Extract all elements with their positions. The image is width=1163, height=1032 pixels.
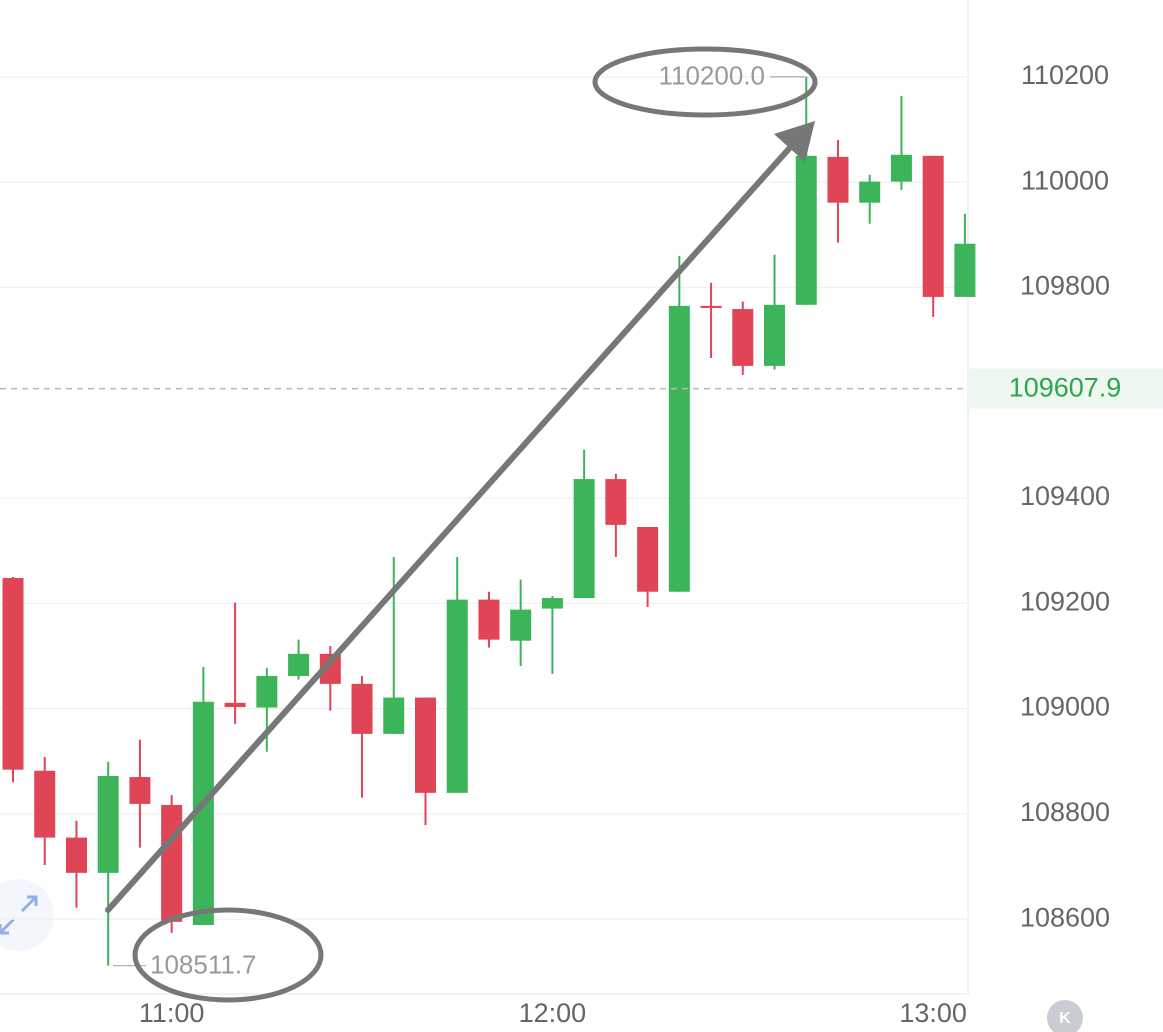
candle-body [478, 599, 500, 640]
expand-button[interactable] [0, 879, 54, 951]
candle-body [795, 155, 817, 305]
candle-body [192, 701, 214, 925]
candle-body [383, 697, 405, 734]
candle-body [700, 305, 722, 308]
candle-body [668, 305, 690, 592]
candle-body [224, 702, 246, 708]
candle-body [573, 479, 595, 599]
candle-body [922, 155, 944, 297]
x-tick-label: 12:00 [519, 998, 587, 1028]
candle-body [256, 675, 278, 708]
candle-body [541, 598, 563, 609]
y-tick-label: 109000 [1020, 692, 1110, 722]
y-tick-label: 108600 [1020, 902, 1110, 932]
candle-body [827, 156, 849, 203]
candle-body [97, 775, 119, 873]
k-button-bg [1047, 1000, 1083, 1032]
candle-body [2, 578, 24, 770]
candle-body [161, 804, 183, 922]
trend-arrow [105, 139, 798, 913]
expand-icon [0, 895, 38, 935]
x-tick-label: 13:00 [899, 998, 967, 1028]
candle-body [414, 697, 436, 793]
candle-body [859, 181, 881, 203]
candle-body [637, 526, 659, 592]
y-tick-label: 109800 [1020, 271, 1110, 301]
annotation-label: 108511.7 [150, 950, 257, 980]
candle-body [732, 309, 754, 366]
candle-body [890, 154, 912, 182]
annotation-label: 110200.0 [658, 61, 765, 91]
candle-body [129, 777, 151, 804]
last-price-label: 109607.9 [1009, 373, 1122, 403]
candle-body [288, 653, 310, 676]
y-tick-label: 109200 [1020, 586, 1110, 616]
last-price-box [968, 368, 1163, 409]
y-tick-label: 110200 [1021, 60, 1109, 90]
highlight-ellipse [592, 46, 818, 118]
candle-body [351, 683, 373, 734]
candle-body [954, 243, 976, 297]
k-button-label: K [1059, 1010, 1071, 1027]
candle-body [319, 653, 341, 684]
k-button[interactable]: K [1047, 1000, 1083, 1032]
highlight-ellipse [132, 907, 324, 1003]
candle-body [510, 609, 532, 641]
y-tick-label: 110000 [1021, 165, 1109, 195]
candle-body [764, 304, 786, 366]
expand-bg [0, 879, 54, 951]
candle-body [605, 479, 627, 525]
candle-body [446, 599, 468, 793]
y-tick-label: 109400 [1020, 481, 1110, 511]
trend-arrowhead [774, 121, 815, 162]
candle-body [34, 770, 56, 838]
y-tick-label: 108800 [1020, 797, 1110, 827]
candle-body [65, 837, 87, 873]
x-tick-label: 11:00 [139, 998, 205, 1028]
